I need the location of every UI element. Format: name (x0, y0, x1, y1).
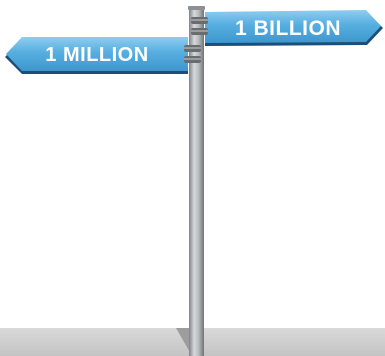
pole-cap (188, 6, 205, 10)
sign-right: 1 BILLION (205, 10, 383, 46)
pole (189, 8, 204, 356)
bracket-top (191, 17, 208, 35)
sign-left: 1 MILLION (5, 37, 188, 74)
sign-left-label: 1 MILLION (45, 44, 148, 66)
bracket-bottom (184, 45, 201, 63)
pole-shadow (176, 328, 192, 356)
sign-right-label: 1 BILLION (235, 17, 341, 40)
